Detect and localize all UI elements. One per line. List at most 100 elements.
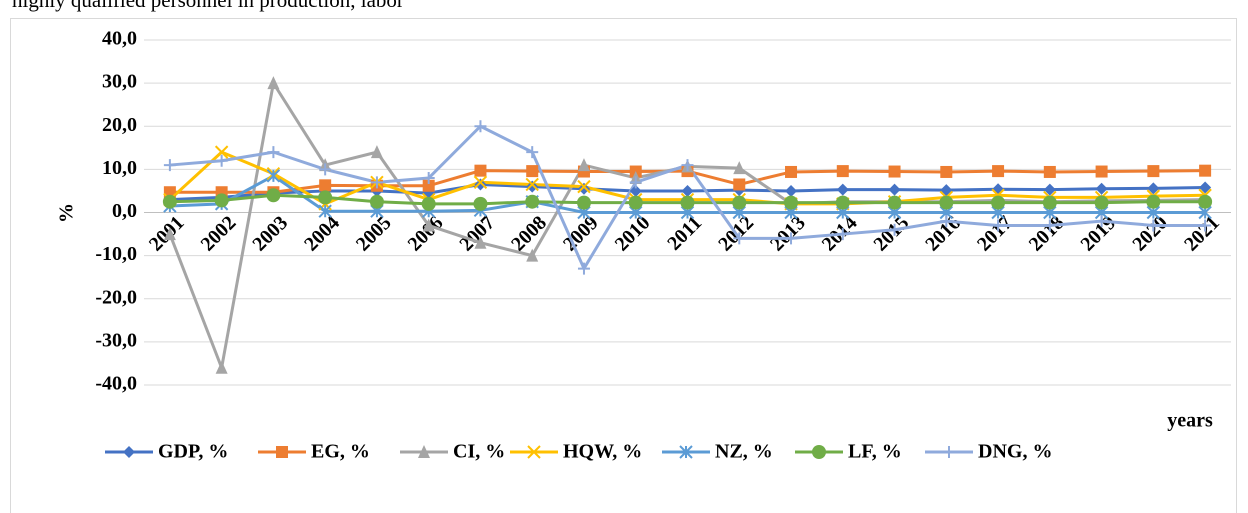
point	[319, 179, 332, 192]
point	[474, 164, 487, 177]
x-tick-label: 2015	[869, 212, 913, 256]
legend-marker	[943, 446, 955, 458]
y-tick-label: 0,0	[112, 200, 137, 222]
x-axis-label: years	[1167, 410, 1213, 432]
point	[1199, 219, 1212, 232]
point	[474, 178, 487, 191]
point	[1147, 182, 1160, 195]
point	[473, 175, 488, 190]
point	[1199, 181, 1212, 194]
x-tick-label: 2017	[973, 212, 1017, 256]
point	[888, 183, 901, 196]
legend-item: EG, %	[258, 441, 370, 463]
point	[526, 146, 539, 159]
point	[318, 204, 332, 218]
point	[1199, 164, 1212, 177]
point	[888, 165, 901, 178]
x-tick-label: 2018	[1025, 212, 1069, 256]
y-tick-label: 30,0	[102, 71, 137, 93]
legend-item: HQW, %	[510, 441, 642, 463]
y-tick-label: -30,0	[95, 329, 137, 351]
x-tick-label: 2020	[1128, 212, 1172, 256]
x-tick-label: 2011	[663, 212, 706, 255]
point	[991, 195, 1006, 210]
legend-item: CI, %	[400, 441, 505, 463]
point	[732, 195, 747, 210]
legend-marker	[123, 446, 135, 458]
x-tick-label: 2007	[455, 212, 499, 256]
point	[422, 179, 435, 192]
point	[629, 176, 642, 189]
x-tick-label: 2019	[1077, 212, 1121, 256]
point	[940, 215, 953, 228]
point	[836, 183, 849, 196]
point	[680, 195, 695, 210]
legend-label: DNG, %	[978, 441, 1052, 463]
point	[1043, 165, 1056, 178]
y-tick-label: -20,0	[95, 286, 137, 308]
point	[576, 195, 591, 210]
x-tick-label: 2013	[766, 212, 810, 256]
point	[992, 219, 1005, 232]
point	[733, 232, 746, 245]
point	[681, 159, 694, 172]
x-tick-label: 2002	[197, 212, 241, 256]
point	[473, 196, 488, 211]
point	[474, 235, 487, 249]
point	[1043, 219, 1056, 232]
x-tick-label: 2004	[300, 212, 344, 256]
point	[1042, 195, 1057, 210]
point	[215, 360, 228, 374]
point	[421, 196, 436, 211]
point	[163, 227, 176, 241]
legend-marker	[527, 445, 541, 459]
y-axis-label: %	[56, 203, 78, 223]
y-tick-label: -40,0	[95, 373, 137, 395]
x-tick-label: 2006	[404, 212, 448, 256]
point	[370, 145, 383, 159]
legend-marker	[679, 445, 693, 459]
point	[267, 76, 280, 90]
point	[939, 195, 954, 210]
point	[577, 182, 590, 195]
point	[888, 223, 901, 236]
point	[526, 248, 539, 262]
point	[577, 179, 591, 194]
point	[526, 180, 539, 193]
point	[370, 176, 383, 189]
x-tick-label: 2005	[352, 212, 396, 256]
point	[1095, 165, 1108, 178]
point	[629, 184, 642, 197]
point	[1043, 183, 1056, 196]
point	[577, 158, 590, 172]
point	[163, 159, 176, 172]
point	[784, 195, 799, 210]
legend-label: GDP, %	[158, 441, 228, 463]
legend-label: HQW, %	[563, 441, 642, 463]
y-tick-label: 40,0	[102, 28, 137, 50]
legend-marker	[276, 446, 288, 458]
legend-item: LF, %	[795, 441, 902, 463]
point	[422, 172, 435, 184]
legend-label: NZ, %	[715, 441, 773, 463]
y-tick-label: -10,0	[95, 243, 137, 265]
point	[266, 169, 281, 183]
point	[577, 262, 590, 275]
chart-frame	[10, 18, 1237, 513]
x-tick-label: 2010	[611, 212, 655, 256]
caption: highly qualified personnel in production…	[12, 0, 404, 12]
legend-label: LF, %	[848, 441, 902, 463]
point	[526, 165, 539, 178]
point	[318, 190, 333, 205]
legend-label: CI, %	[453, 441, 505, 463]
point	[1147, 165, 1160, 178]
point	[733, 161, 746, 175]
x-tick-label: 2003	[248, 212, 292, 256]
point	[733, 178, 746, 191]
point	[887, 195, 902, 210]
point	[267, 146, 280, 159]
point	[992, 183, 1005, 196]
point	[681, 184, 694, 197]
legend-marker	[812, 445, 826, 459]
